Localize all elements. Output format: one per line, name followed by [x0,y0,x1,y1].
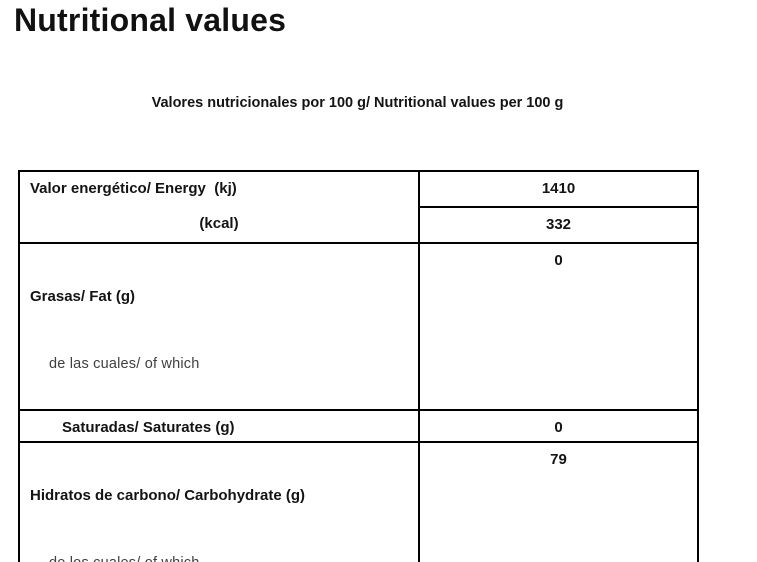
table-subtitle: Valores nutricionales por 100 g/ Nutriti… [151,95,564,111]
row-sublabel: de las cuales/ of which [49,356,200,372]
row-label: Saturadas/ Saturates (g) [18,409,420,444]
row-value: 0 [418,409,699,444]
nutrition-table: Valor energético/ Energy (kj) 1410 (kcal… [18,170,699,562]
table-row-energy-kcal: (kcal) 332 [18,206,699,244]
row-label: Hidratos de carbono/ Carbohydrate (g) [30,487,306,505]
row-value: 79 [418,441,699,562]
row-label: (kcal) [18,207,420,244]
table-row-energy-kj: Valor energético/ Energy (kj) 1410 [18,170,699,208]
row-sublabel: de los cuales/ of which [30,555,408,562]
row-label: Valor energético/ Energy (kj) [18,170,420,207]
page-title: Nutritional values [14,2,287,38]
table-row-fat: Grasas/ Fat (g) de las cuales/ of which … [18,241,699,412]
row-value: 332 [418,206,699,244]
row-label: Grasas/ Fat (g) [30,288,136,305]
row-value: 1410 [418,170,699,208]
table-row-carbohydrate: Hidratos de carbono/ Carbohydrate (g) de… [18,441,699,562]
table-row-saturates: Saturadas/ Saturates (g) 0 [18,409,699,444]
row-value: 0 [418,241,699,412]
